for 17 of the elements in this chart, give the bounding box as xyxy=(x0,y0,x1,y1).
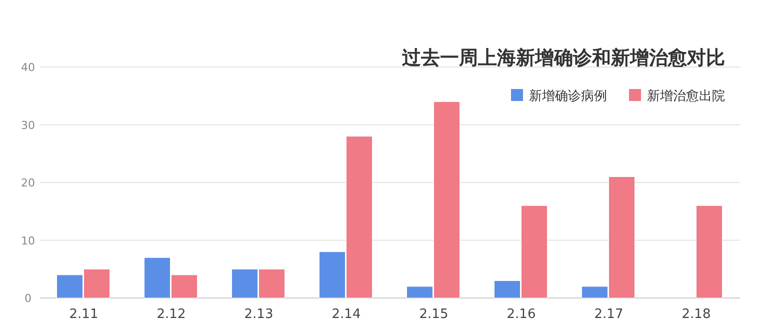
x-tick-label: 2.14 xyxy=(332,307,361,322)
y-tick-label: 20 xyxy=(21,176,35,190)
legend-label: 新增治愈出院 xyxy=(647,89,725,104)
x-tick-label: 2.15 xyxy=(419,307,448,322)
y-tick-label: 0 xyxy=(24,292,32,305)
bar xyxy=(696,205,722,298)
x-tick-label: 2.16 xyxy=(506,307,536,322)
chart-title: 过去一周上海新增确诊和新增治愈对比 xyxy=(401,47,725,69)
y-tick-label: 30 xyxy=(21,118,35,132)
legend-label: 新增确诊病例 xyxy=(529,89,607,104)
x-tick-label: 2.12 xyxy=(156,307,186,322)
x-tick-label: 2.18 xyxy=(682,307,711,322)
x-tick-label: 2.11 xyxy=(69,307,98,322)
y-tick-label: 40 xyxy=(21,61,35,74)
x-tick-label: 2.13 xyxy=(244,307,274,322)
y-tick-label: 10 xyxy=(21,234,35,248)
x-tick-label: 2.17 xyxy=(594,307,624,322)
